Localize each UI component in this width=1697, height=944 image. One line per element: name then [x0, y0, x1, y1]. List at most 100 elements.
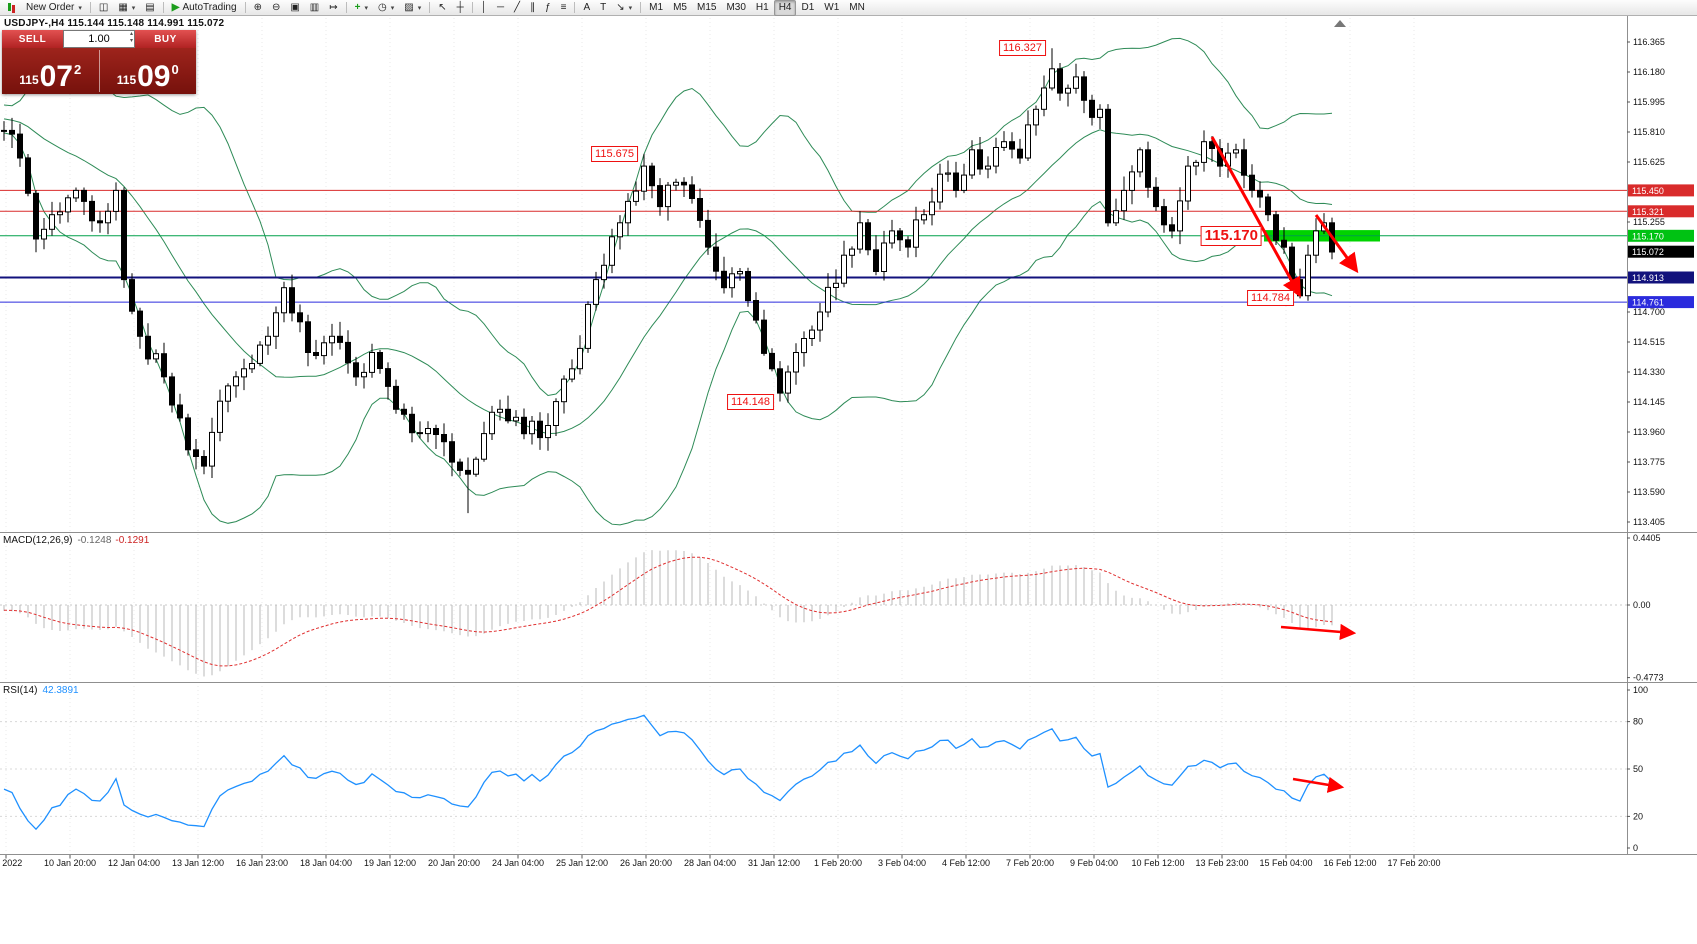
cursor-button[interactable]: ↖ [433, 0, 451, 16]
buy-button[interactable]: BUY [135, 30, 196, 48]
price-tag [1628, 184, 1694, 197]
svg-text:4 Feb 12:00: 4 Feb 12:00 [942, 858, 990, 868]
svg-text:28 Jan 04:00: 28 Jan 04:00 [684, 858, 736, 868]
tile-windows-button[interactable]: ▣ [285, 0, 304, 16]
macd-arrow [1280, 623, 1357, 641]
buy-price-small: 115 [116, 73, 137, 87]
svg-text:18 Jan 04:00: 18 Jan 04:00 [300, 858, 352, 868]
levels-button[interactable]: ≡ [556, 0, 572, 16]
market-watch-button[interactable]: ▤ [140, 0, 159, 16]
chart-shift-icon: ↦ [329, 1, 338, 13]
svg-text:13 Feb 23:00: 13 Feb 23:00 [1195, 858, 1248, 868]
toolbar-separator [244, 2, 246, 13]
chart-window: an 2022 10 Jan 20:00 12 Jan 04:00 13 Jan 12… [0, 16, 1697, 944]
arrows-button[interactable]: ↘ ▾ [611, 0, 637, 16]
volume-spinner[interactable]: ▴ ▾ [130, 31, 133, 45]
new-chart-button[interactable]: ◫ [94, 0, 113, 16]
rsi-arrow [1292, 776, 1345, 793]
dropdown-caret-icon: ▾ [78, 4, 82, 12]
timeframe-w1[interactable]: W1 [819, 0, 844, 16]
svg-text:1 Feb 20:00: 1 Feb 20:00 [814, 858, 862, 868]
trendline-icon: ╱ [514, 1, 521, 13]
svg-text:114.145: 114.145 [1633, 397, 1665, 407]
buy-price[interactable]: 115 09 0 [100, 48, 197, 94]
timeframe-m15[interactable]: M15 [692, 0, 721, 16]
vertical-line-button[interactable]: │ [476, 0, 492, 16]
autotrading-icon: ▶ [171, 1, 180, 13]
timeframe-m1[interactable]: M1 [644, 0, 668, 16]
chart-shift-marker-icon [1334, 20, 1346, 27]
templates-icon: ▨ [404, 1, 414, 13]
svg-text:20: 20 [1633, 811, 1643, 821]
price-annotation: 116.327 [999, 40, 1046, 57]
toolbar: New Order ▾ ◫ ▦ ▾ ▤ ▶ AutoTrading ⊕ ⊖ ▣ ▥ ↦ + ▾ ◷ ▾ ▨ ▾ ↖ ┼ │… [0, 0, 1697, 16]
trend-arrow [1314, 214, 1359, 274]
profiles-button[interactable]: ▦ ▾ [113, 0, 140, 16]
zoom-out-button[interactable]: ⊖ [267, 0, 285, 16]
svg-text:10 Jan 20:00: 10 Jan 20:00 [44, 858, 96, 868]
svg-text:114.515: 114.515 [1633, 337, 1665, 347]
periods-icon: ◷ [378, 1, 387, 13]
toolbar-separator [640, 2, 642, 13]
equidistant-channel-button[interactable]: ∥ [525, 0, 540, 16]
dropdown-caret-icon: ▾ [390, 4, 395, 12]
zoom-in-icon: ⊕ [253, 1, 262, 13]
new-order-button-label: New Order [26, 2, 75, 13]
new-order-button[interactable]: New Order ▾ [21, 0, 87, 16]
one-click-trading-panel: SELL 1.00 ▴ ▾ BUY 115 07 2 115 09 0 [2, 30, 196, 94]
autotrading-button[interactable]: ▶ AutoTrading [167, 0, 242, 16]
spinner-down-icon[interactable]: ▾ [129, 38, 133, 44]
volume-value: 1.00 [88, 33, 110, 45]
crosshair-button[interactable]: ┼ [452, 0, 469, 16]
volume-field[interactable]: 1.00 ▴ ▾ [63, 30, 135, 48]
svg-text:0: 0 [1633, 843, 1638, 853]
sell-price[interactable]: 115 07 2 [2, 48, 99, 94]
candlestick-icon [7, 2, 16, 13]
svg-text:115.450: 115.450 [1632, 186, 1664, 196]
svg-text:24 Jan 04:00: 24 Jan 04:00 [492, 858, 544, 868]
tile-windows-icon: ▣ [290, 1, 300, 13]
price-tag [1628, 245, 1694, 258]
svg-text:116.180: 116.180 [1633, 67, 1665, 77]
text-label-button[interactable]: T [595, 0, 611, 16]
indicators-button[interactable]: + ▾ [350, 0, 373, 16]
timeframe-d1[interactable]: D1 [796, 0, 819, 16]
templates-button[interactable]: ▨ ▾ [399, 0, 426, 16]
timeframe-m15-label: M15 [696, 2, 717, 13]
text-icon: A [583, 1, 591, 13]
timeframe-m30[interactable]: M30 [721, 0, 750, 16]
trade-panel-prices: 115 07 2 115 09 0 [2, 48, 196, 94]
horizontal-line-button[interactable]: ─ [492, 0, 509, 16]
svg-text:113.590: 113.590 [1633, 487, 1665, 497]
chart-shift-button[interactable]: ↦ [324, 0, 342, 16]
price-tag [1628, 296, 1694, 309]
timeframe-m5-label: M5 [673, 2, 687, 13]
chart-canvas[interactable]: an 2022 10 Jan 20:00 12 Jan 04:00 13 Jan 12… [0, 16, 1697, 944]
svg-text:115.625: 115.625 [1633, 157, 1665, 167]
sell-button[interactable]: SELL [2, 30, 63, 48]
timeframe-m5[interactable]: M5 [668, 0, 692, 16]
auto-scroll-button[interactable]: ▥ [305, 0, 324, 16]
svg-text:114.330: 114.330 [1633, 367, 1665, 377]
new-chart-icon: ◫ [98, 1, 109, 13]
zoom-in-button[interactable]: ⊕ [249, 0, 267, 16]
profiles-icon: ▦ [118, 1, 128, 13]
trendline-button[interactable]: ╱ [509, 0, 525, 16]
spinner-up-icon[interactable]: ▴ [129, 31, 133, 37]
timeframe-mn[interactable]: MN [844, 0, 870, 16]
svg-text:114.761: 114.761 [1632, 298, 1664, 308]
svg-text:20 Jan 20:00: 20 Jan 20:00 [428, 858, 480, 868]
svg-text:7 Feb 20:00: 7 Feb 20:00 [1006, 858, 1054, 868]
timeframe-h4[interactable]: H4 [773, 0, 797, 16]
text-button[interactable]: A [578, 0, 595, 16]
periods-button[interactable]: ◷ ▾ [373, 0, 399, 16]
svg-text:113.405: 113.405 [1633, 517, 1665, 527]
fibonacci-button[interactable]: ƒ [540, 0, 556, 16]
timeframe-h1[interactable]: H1 [751, 0, 774, 16]
autotrading-button-label: AutoTrading [182, 2, 237, 13]
buy-price-big: 09 [137, 60, 171, 93]
svg-text:100: 100 [1633, 685, 1648, 695]
text-label-icon: T [600, 1, 607, 13]
svg-text:13 Jan 12:00: 13 Jan 12:00 [172, 858, 224, 868]
price-tag [1628, 271, 1694, 284]
